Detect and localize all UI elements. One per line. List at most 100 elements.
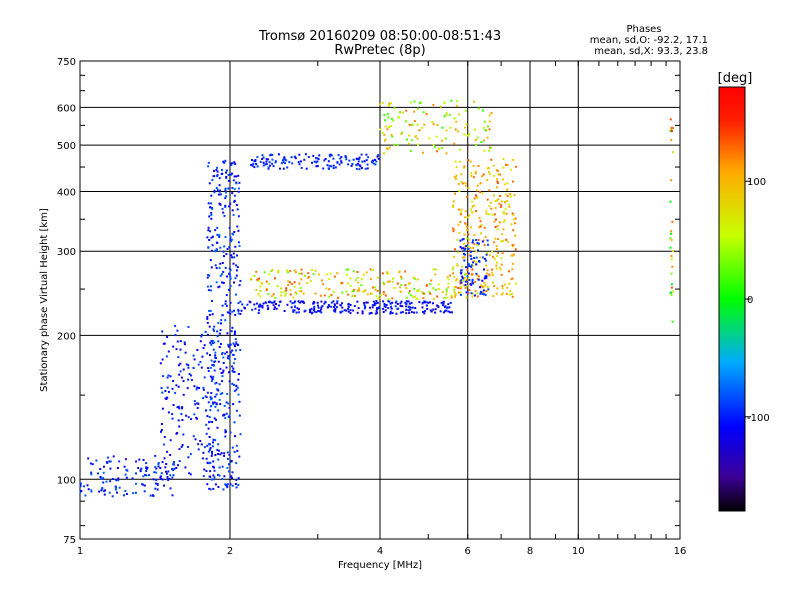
- data-point: [476, 189, 479, 192]
- data-point: [206, 483, 209, 486]
- data-point: [478, 217, 481, 219]
- data-point: [142, 475, 145, 478]
- data-point: [227, 343, 230, 346]
- data-point: [95, 459, 98, 462]
- data-point: [284, 294, 287, 297]
- data-point: [261, 154, 264, 157]
- data-point: [109, 460, 112, 463]
- data-point: [447, 286, 450, 289]
- data-point: [165, 355, 168, 358]
- data-point: [480, 232, 483, 235]
- data-point: [237, 484, 240, 487]
- data-point: [214, 405, 217, 408]
- data-point: [219, 274, 222, 277]
- y-tick-label: 750: [57, 57, 76, 68]
- data-point: [107, 456, 109, 459]
- data-point: [416, 137, 419, 140]
- x-tick-label: 1: [77, 546, 83, 557]
- data-point: [225, 195, 228, 198]
- data-point: [203, 376, 206, 379]
- data-point: [293, 281, 296, 284]
- data-point: [383, 133, 386, 136]
- data-point: [312, 273, 315, 276]
- data-point: [332, 164, 335, 167]
- data-point: [414, 295, 417, 298]
- data-point: [169, 474, 172, 477]
- data-point: [443, 305, 446, 308]
- data-point: [461, 275, 464, 278]
- data-point: [369, 278, 372, 281]
- data-point: [207, 367, 210, 370]
- data-point: [254, 307, 257, 310]
- data-point: [217, 409, 220, 412]
- data-point: [500, 273, 503, 276]
- data-point: [316, 157, 319, 160]
- data-point: [218, 177, 221, 180]
- data-point: [409, 306, 412, 309]
- data-point: [509, 293, 512, 296]
- data-point: [210, 343, 213, 346]
- data-point: [435, 135, 438, 138]
- data-point: [275, 307, 278, 310]
- data-point: [369, 306, 371, 309]
- data-point: [139, 470, 142, 473]
- data-point: [174, 391, 177, 394]
- data-point: [209, 206, 212, 209]
- y-tick-label: 200: [57, 331, 76, 342]
- data-point: [273, 308, 276, 311]
- data-point: [453, 291, 456, 294]
- data-point: [432, 302, 434, 305]
- data-point: [318, 310, 321, 313]
- data-point: [298, 153, 301, 156]
- data-point: [514, 248, 517, 251]
- data-point: [101, 487, 104, 490]
- data-point: [231, 326, 234, 329]
- data-point: [480, 284, 483, 287]
- data-point: [202, 388, 205, 391]
- data-point: [456, 264, 459, 267]
- data-point: [480, 223, 483, 226]
- data-point: [347, 268, 350, 271]
- data-point: [465, 245, 468, 248]
- data-point: [485, 210, 488, 213]
- data-point: [231, 209, 234, 212]
- data-point: [453, 176, 456, 179]
- data-point: [225, 351, 228, 354]
- data-point: [477, 165, 480, 167]
- data-point: [223, 255, 225, 258]
- data-point: [239, 312, 242, 315]
- data-point: [454, 286, 457, 289]
- data-point: [466, 195, 468, 198]
- data-point: [224, 303, 227, 305]
- data-point: [382, 311, 385, 313]
- data-point: [449, 274, 451, 277]
- data-point: [487, 213, 490, 216]
- data-point: [336, 300, 339, 303]
- data-point: [202, 386, 205, 389]
- data-point: [126, 469, 129, 472]
- data-point: [231, 232, 234, 235]
- data-point: [425, 304, 428, 307]
- data-point: [226, 457, 229, 460]
- data-point: [409, 308, 412, 311]
- data-point: [469, 255, 472, 258]
- data-point: [434, 146, 437, 149]
- data-point: [193, 400, 196, 403]
- data-point: [212, 348, 215, 351]
- data-point: [293, 285, 296, 288]
- data-point: [221, 273, 223, 276]
- data-point: [439, 310, 442, 313]
- data-point: [259, 303, 262, 306]
- data-point: [372, 286, 375, 289]
- data-point: [117, 477, 120, 480]
- data-point: [352, 270, 355, 273]
- data-point: [302, 292, 305, 295]
- data-point: [190, 374, 193, 377]
- data-point: [221, 304, 224, 307]
- data-point: [233, 281, 235, 284]
- data-point: [514, 217, 517, 220]
- data-point: [236, 208, 239, 211]
- data-point: [297, 161, 300, 164]
- data-point: [262, 161, 265, 164]
- data-point: [169, 439, 172, 442]
